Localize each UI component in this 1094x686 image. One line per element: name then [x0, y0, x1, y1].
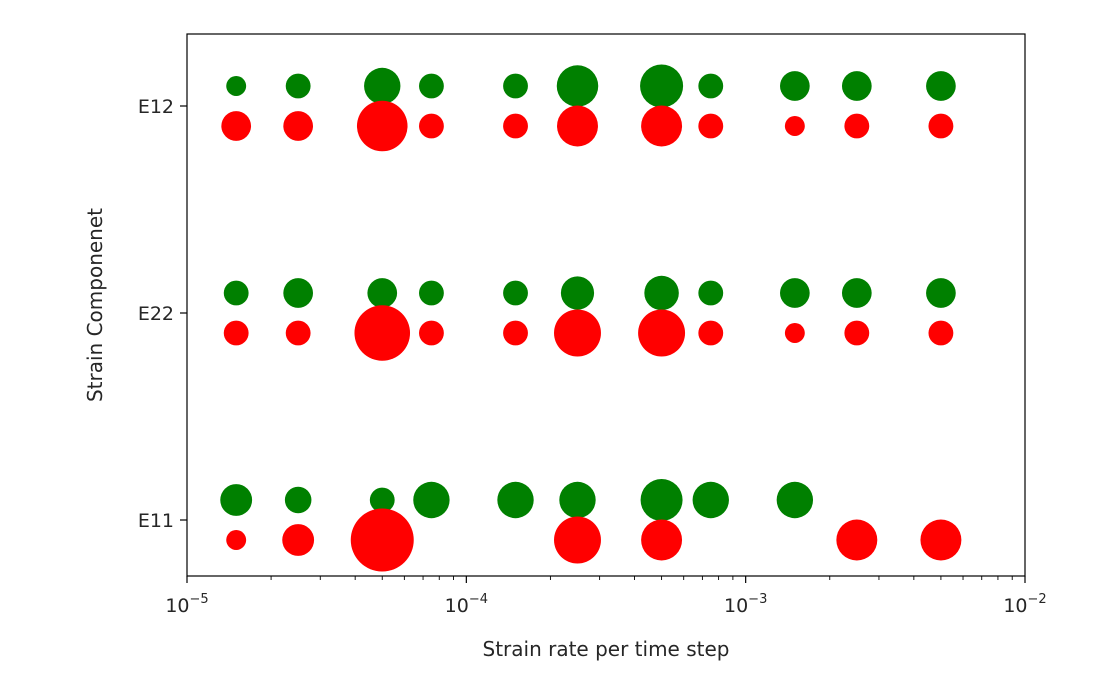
scatter-point: [698, 113, 724, 139]
scatter-point: [641, 105, 683, 147]
scatter-point: [841, 71, 872, 101]
scatter-point: [928, 320, 954, 346]
scatter-point: [356, 100, 408, 152]
scatter-point: [503, 280, 528, 306]
scatter-point: [419, 280, 444, 306]
scatter-point: [282, 524, 315, 556]
scatter-point: [641, 519, 683, 561]
scatter-point: [285, 73, 311, 99]
scatter-point: [784, 116, 805, 136]
scatter-point: [698, 280, 724, 306]
scatter-point: [836, 519, 878, 561]
scatter-point: [226, 76, 247, 96]
scatter-point: [780, 71, 810, 101]
scatter-point: [928, 113, 954, 139]
scatter-point: [503, 113, 528, 139]
scatter-point: [844, 320, 870, 346]
scatter-point: [776, 481, 814, 519]
scatter-point: [920, 519, 962, 561]
scatter-point: [640, 479, 683, 521]
scatter-point: [419, 73, 444, 99]
scatter-point: [364, 67, 401, 105]
scatter-point: [554, 516, 601, 564]
y-tick-label: E12: [138, 96, 174, 118]
y-tick-label: E11: [138, 510, 174, 532]
scatter-point: [354, 305, 411, 361]
scatter-point: [638, 309, 686, 357]
scatter-point: [560, 276, 595, 310]
y-axis-ticks: E11 E22 E12: [138, 96, 187, 532]
scatter-point: [559, 481, 596, 519]
scatter-point: [497, 481, 534, 519]
scatter-point: [419, 113, 444, 139]
x-tick-label: 10−3: [724, 592, 767, 617]
scatter-point: [285, 320, 311, 346]
scatter-point: [554, 309, 601, 357]
scatter-point: [367, 278, 398, 308]
scatter-point: [692, 481, 729, 519]
scatter-point: [369, 487, 395, 513]
x-tick-label: 10−5: [165, 592, 208, 617]
markers-layer: [220, 64, 962, 572]
x-tick-label: 10−4: [445, 592, 488, 617]
scatter-point: [350, 508, 414, 572]
plot-area: [187, 34, 1025, 576]
scatter-point: [926, 278, 956, 308]
scatter-point: [698, 73, 724, 99]
scatter-point: [223, 320, 249, 346]
y-tick-label: E22: [138, 303, 174, 325]
scatter-point: [503, 73, 528, 99]
x-axis-ticks: 10−5 10−4 10−3 10−2: [165, 576, 1047, 617]
scatter-point: [419, 320, 444, 346]
scatter-point: [503, 320, 528, 346]
scatter-point: [223, 280, 249, 306]
scatter-point: [698, 320, 724, 346]
scatter-point: [283, 111, 314, 141]
scatter-point: [284, 486, 312, 514]
scatter-point: [226, 530, 247, 550]
x-axis-label: Strain rate per time step: [483, 637, 730, 661]
scatter-point: [644, 275, 679, 311]
scatter-point: [413, 481, 450, 519]
scatter-point: [221, 111, 252, 141]
scatter-point: [220, 484, 253, 516]
scatter-point: [556, 65, 599, 107]
plot-frame: [186, 33, 1026, 577]
scatter-point: [841, 278, 872, 308]
y-axis-label: Strain Componenet: [83, 208, 107, 402]
scatter-point: [557, 105, 598, 147]
scatter-point: [640, 64, 684, 108]
scatter-point: [844, 113, 870, 139]
scatter-point: [780, 278, 810, 308]
x-tick-label: 10−2: [1003, 592, 1046, 617]
scatter-point: [926, 71, 956, 101]
scatter-point: [283, 278, 314, 308]
scatter-point: [784, 323, 805, 343]
